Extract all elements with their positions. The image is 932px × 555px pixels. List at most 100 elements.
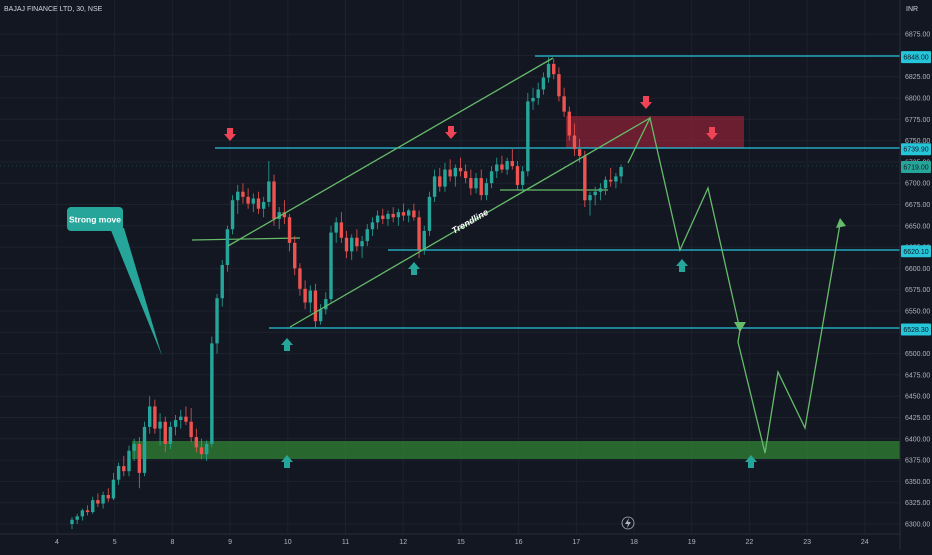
candle xyxy=(463,164,468,184)
candle xyxy=(432,169,437,202)
time-tick-label: 9 xyxy=(228,539,232,546)
price-tick-label: 6600.00 xyxy=(905,266,930,273)
candle xyxy=(313,283,318,329)
candle xyxy=(510,149,514,170)
candle xyxy=(80,508,85,521)
up-arrow-icon xyxy=(408,262,420,275)
candle xyxy=(96,493,100,507)
svg-text:6739.90: 6739.90 xyxy=(903,147,928,154)
price-tick-label: 6550.00 xyxy=(905,309,930,316)
support-line-6650 xyxy=(191,237,301,241)
candle xyxy=(593,186,597,206)
demand-zone xyxy=(132,441,900,459)
candle xyxy=(127,445,131,477)
candle xyxy=(484,178,489,201)
down-arrow-icon xyxy=(445,126,457,139)
candle xyxy=(70,517,74,530)
candle xyxy=(184,406,188,426)
price-tick-label: 6475.00 xyxy=(905,372,930,379)
currency-label: INR xyxy=(906,6,918,13)
price-tick-label: 6750.00 xyxy=(905,138,930,145)
candle xyxy=(531,87,535,110)
candle xyxy=(396,208,401,226)
candle xyxy=(298,263,302,296)
candle xyxy=(515,161,520,191)
candle xyxy=(153,399,157,434)
channel-lower-line xyxy=(289,117,651,328)
candle xyxy=(132,438,136,461)
candle xyxy=(370,217,375,237)
time-tick-label: 15 xyxy=(457,539,465,546)
candle xyxy=(158,413,162,446)
price-tick-label: 6775.00 xyxy=(905,117,930,124)
candle xyxy=(293,236,297,276)
price-label-badge: 6848.00 xyxy=(901,51,931,64)
price-labels: 6848.00 6739.90 6719.00 6620.10 6528.30 xyxy=(901,51,931,336)
candle xyxy=(489,166,494,189)
candle xyxy=(453,164,458,187)
time-tick-label: 22 xyxy=(746,539,754,546)
time-tick-label: 18 xyxy=(630,539,638,546)
candle xyxy=(179,409,183,429)
candle xyxy=(277,207,281,230)
candle xyxy=(287,213,292,252)
candle xyxy=(116,462,121,485)
price-tick-label: 6700.00 xyxy=(905,181,930,188)
price-label-badge: 6719.00 xyxy=(901,161,931,174)
lightning-icon[interactable] xyxy=(621,516,635,530)
candle xyxy=(339,212,344,243)
price-tick-label: 6825.00 xyxy=(905,74,930,81)
candle xyxy=(75,513,79,524)
price-tick-label: 6400.00 xyxy=(905,436,930,443)
candle xyxy=(148,396,152,434)
price-tick-label: 6650.00 xyxy=(905,223,930,230)
candle xyxy=(168,421,173,450)
candle xyxy=(386,210,390,226)
price-label-badge: 6739.90 xyxy=(901,143,931,156)
candle xyxy=(194,428,199,453)
channel-upper-line xyxy=(227,57,554,247)
strong-move-label: Strong move xyxy=(69,215,121,225)
candle xyxy=(588,191,592,216)
time-tick-label: 4 xyxy=(55,539,59,546)
price-label-badge: 6528.30 xyxy=(901,323,931,336)
candle xyxy=(443,162,447,192)
candle xyxy=(546,57,551,83)
strong-move-callout-box[interactable] xyxy=(67,207,123,231)
candle xyxy=(417,210,421,259)
strong-move-callout-pointer xyxy=(110,228,162,356)
time-tick-label: 17 xyxy=(572,539,580,546)
price-tick-label: 6675.00 xyxy=(905,202,930,209)
svg-text:6719.00: 6719.00 xyxy=(903,165,928,172)
up-arrow-icon xyxy=(281,455,293,468)
candle xyxy=(458,157,463,177)
candle xyxy=(614,172,618,189)
candle xyxy=(85,505,90,516)
candle xyxy=(204,440,209,461)
candle xyxy=(350,234,354,260)
time-tick-label: 12 xyxy=(399,539,407,546)
candle xyxy=(381,208,385,225)
candle xyxy=(552,58,556,80)
candle xyxy=(572,123,577,156)
candle xyxy=(261,196,266,218)
time-tick-label: 23 xyxy=(803,539,811,546)
candle xyxy=(251,193,255,213)
time-tick-label: 5 xyxy=(113,539,117,546)
down-arrow-icon xyxy=(640,96,652,109)
up-arrow-icon xyxy=(745,455,757,468)
candle xyxy=(111,472,116,501)
price-tick-label: 6500.00 xyxy=(905,351,930,358)
candle xyxy=(407,208,411,223)
candle xyxy=(360,236,364,259)
candle xyxy=(526,92,530,177)
down-arrow-icon xyxy=(224,128,236,141)
time-tick-label: 24 xyxy=(861,539,869,546)
time-axis[interactable]: 4 5 8 9 10 11 12 15 16 17 18 19 22 23 24 xyxy=(0,533,900,546)
candle xyxy=(479,169,483,201)
candle xyxy=(469,169,473,196)
price-tick-label: 6375.00 xyxy=(905,458,930,465)
candle xyxy=(505,157,509,175)
